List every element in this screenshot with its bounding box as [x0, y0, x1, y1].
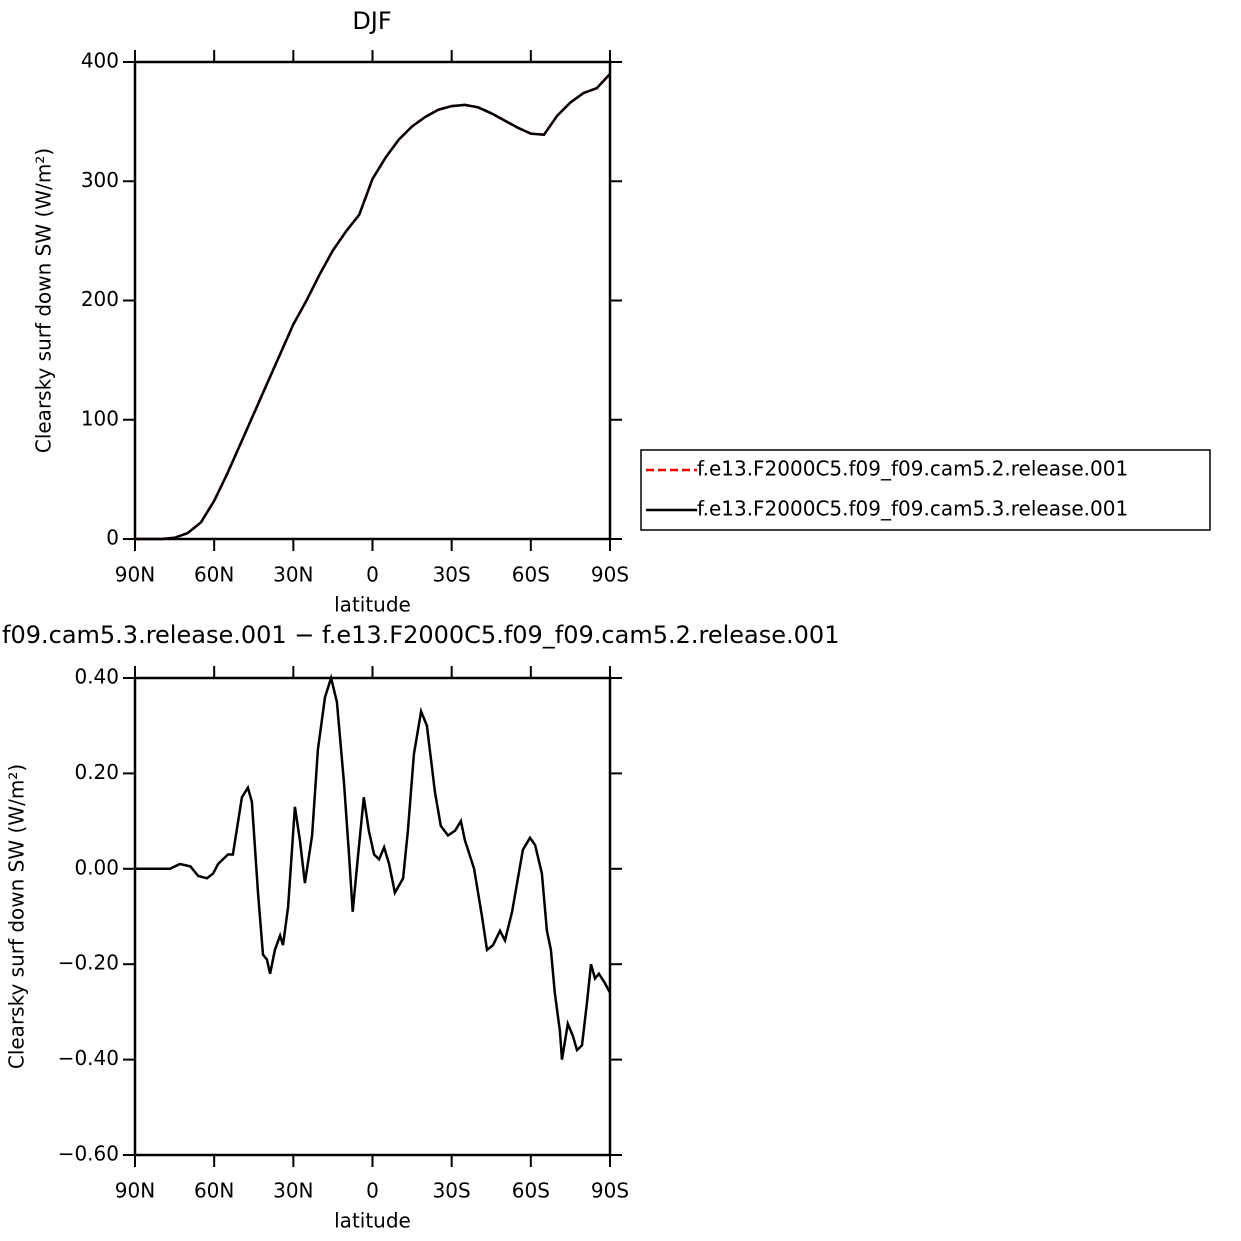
y-tick-label: −0.20	[58, 951, 119, 975]
legend-label: f.e13.F2000C5.f09_f09.cam5.2.release.001	[697, 457, 1128, 481]
y-axis-label: Clearsky surf down SW (W/m²)	[5, 764, 29, 1069]
x-axis-label: latitude	[334, 593, 411, 617]
legend-label: f.e13.F2000C5.f09_f09.cam5.3.release.001	[697, 497, 1128, 521]
y-axis-label: Clearsky surf down SW (W/m²)	[32, 148, 56, 453]
x-tick-label: 90S	[591, 563, 629, 587]
y-tick-label: 200	[81, 287, 119, 311]
x-tick-label: 30N	[273, 563, 313, 587]
data-line	[135, 73, 611, 541]
legend-box	[640, 449, 1211, 531]
x-tick-label: 60S	[512, 563, 550, 587]
y-tick-label: 0.20	[74, 760, 119, 784]
plot-frame	[133, 676, 612, 1157]
x-tick-label: 60S	[512, 1179, 550, 1203]
chart-title: f09.cam5.3.release.001 − f.e13.F2000C5.f…	[2, 621, 839, 649]
x-tick-label: 90N	[115, 563, 155, 587]
x-axis-label: latitude	[334, 1209, 411, 1233]
y-tick-label: 0.40	[74, 665, 119, 689]
x-tick-label: 0	[366, 563, 379, 587]
x-tick-label: 30S	[433, 563, 471, 587]
x-tick-label: 30N	[273, 1179, 313, 1203]
x-tick-label: 60N	[194, 563, 234, 587]
y-tick-label: −0.60	[58, 1142, 119, 1166]
y-tick-label: 400	[81, 49, 119, 73]
chart-title: DJF	[352, 7, 391, 35]
y-tick-label: 100	[81, 406, 119, 430]
data-line	[135, 673, 612, 1060]
x-tick-label: 60N	[194, 1179, 234, 1203]
x-tick-label: 30S	[433, 1179, 471, 1203]
y-tick-label: 300	[81, 168, 119, 192]
x-tick-label: 0	[366, 1179, 379, 1203]
data-line	[135, 73, 611, 541]
x-tick-label: 90S	[591, 1179, 629, 1203]
x-tick-label: 90N	[115, 1179, 155, 1203]
y-tick-label: 0	[106, 526, 119, 550]
y-tick-label: 0.00	[74, 855, 119, 879]
y-tick-label: −0.40	[58, 1046, 119, 1070]
